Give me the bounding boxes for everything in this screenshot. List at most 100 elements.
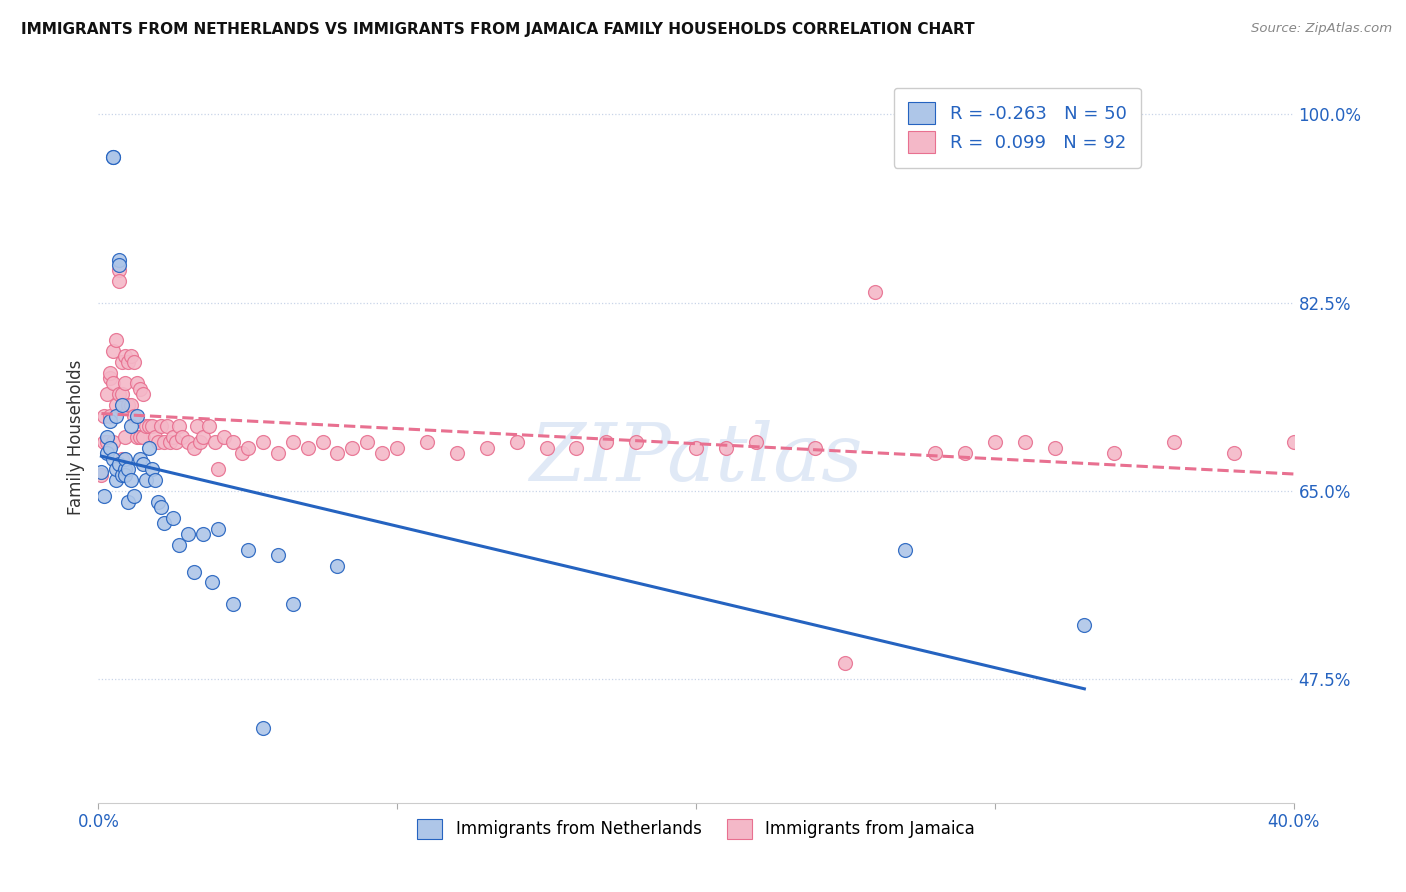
Point [595,435,617,450]
Point [129,430,152,444]
Point [953,446,976,460]
Point [446,446,468,460]
Point [96,430,118,444]
Point [183,565,205,579]
Point [626,435,648,450]
Point [93,409,115,423]
Point [105,398,128,412]
Point [120,398,142,412]
Point [98,441,122,455]
Point [111,398,134,412]
Point [177,435,200,450]
Point [105,473,128,487]
Point [111,355,134,369]
Point [114,462,136,476]
Point [207,521,229,535]
Point [984,435,1007,450]
Point [117,355,139,369]
Point [191,430,214,444]
Point [156,419,179,434]
Point [108,274,131,288]
Point [141,419,163,434]
Point [103,435,125,450]
Point [267,549,290,563]
Point [281,435,304,450]
Point [129,451,152,466]
Point [103,150,125,164]
Point [201,575,224,590]
Point [198,419,221,434]
Point [132,387,155,401]
Point [108,258,131,272]
Text: ZIPatlas: ZIPatlas [529,420,863,498]
Point [138,419,160,434]
Point [120,350,142,364]
Point [924,446,946,460]
Point [222,597,245,611]
Point [127,376,149,391]
Point [150,500,173,514]
Point [186,419,208,434]
Point [138,441,160,455]
Point [114,376,136,391]
Point [536,441,558,455]
Point [894,543,917,558]
Point [132,457,155,471]
Point [236,441,259,455]
Point [98,414,122,428]
Point [148,494,170,508]
Point [105,462,128,476]
Point [127,409,149,423]
Point [129,382,152,396]
Point [111,451,134,466]
Point [143,473,166,487]
Point [143,430,166,444]
Point [865,285,887,299]
Point [135,473,157,487]
Point [114,467,136,482]
Point [207,462,229,476]
Point [103,344,125,359]
Point [96,435,118,450]
Point [834,656,856,670]
Point [150,419,173,434]
Point [236,543,259,558]
Point [105,409,128,423]
Point [1223,446,1246,460]
Point [103,150,125,164]
Point [148,435,170,450]
Point [565,441,588,455]
Point [120,419,142,434]
Point [117,494,139,508]
Point [114,350,136,364]
Point [103,451,125,466]
Point [326,559,349,574]
Point [127,430,149,444]
Point [120,473,142,487]
Point [212,430,235,444]
Point [132,430,155,444]
Point [96,387,118,401]
Point [167,419,190,434]
Point [117,462,139,476]
Point [90,467,112,482]
Point [108,263,131,277]
Point [385,441,409,455]
Point [297,441,319,455]
Point [165,435,187,450]
Point [103,376,125,391]
Point [281,597,304,611]
Point [183,441,205,455]
Point [342,441,364,455]
Point [1073,618,1095,632]
Point [326,446,349,460]
Point [90,465,112,479]
Point [356,435,378,450]
Point [105,333,128,347]
Text: IMMIGRANTS FROM NETHERLANDS VS IMMIGRANTS FROM JAMAICA FAMILY HOUSEHOLDS CORRELA: IMMIGRANTS FROM NETHERLANDS VS IMMIGRANT… [21,22,974,37]
Point [135,419,157,434]
Point [177,527,200,541]
Point [108,252,131,267]
Point [153,435,176,450]
Point [1043,441,1066,455]
